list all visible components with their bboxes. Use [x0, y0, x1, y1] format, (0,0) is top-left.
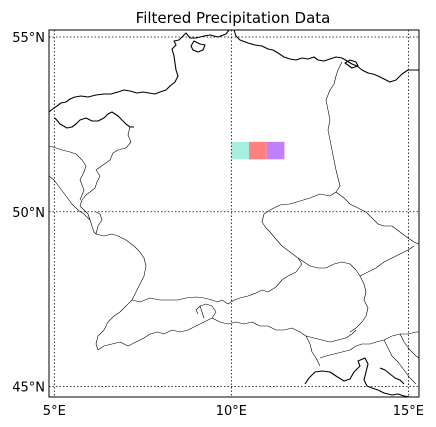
map-area: [48, 29, 420, 398]
lon-tick-label: 15°E: [393, 404, 424, 419]
austria-slovenia-border: [305, 329, 357, 343]
czech-slovakia-border: [359, 245, 415, 277]
croatia-hungary-border: [399, 333, 419, 359]
germany-poland-border: [325, 61, 343, 193]
precip-cell-2: [249, 141, 267, 160]
gridlines: [49, 30, 419, 397]
lat-tick-label: 55°N: [12, 31, 45, 46]
slovenia-croatia-border: [319, 331, 419, 359]
belgium-france-border: [49, 175, 91, 221]
austria-italy-border: [211, 317, 307, 337]
danish-islands-coastline: [190, 40, 206, 53]
baltic-coastline: [233, 30, 419, 83]
coastlines: [49, 30, 419, 397]
axis-tick-labels: 5°E 10°E 15°E 45°N 50°N 55°N: [12, 31, 424, 419]
lon-tick-label: 5°E: [43, 404, 66, 419]
germany-switzerland-border: [131, 296, 213, 303]
map-background: [49, 30, 419, 397]
lat-tick-label: 45°N: [12, 381, 45, 396]
lat-tick-label: 50°N: [12, 206, 45, 221]
germany-austria-border: [211, 257, 303, 305]
netherlands-belgium-border: [49, 145, 87, 201]
map-frame: [48, 29, 420, 398]
liechtenstein-border: [199, 305, 205, 319]
austria-slovakia-hungary-border: [349, 275, 369, 333]
germany-netherlands-border: [79, 126, 132, 207]
switzerland-italy-border: [97, 303, 217, 351]
istria-coastline: [379, 367, 405, 385]
adriatic-coastline: [304, 357, 411, 397]
austria-czech-border: [297, 257, 361, 277]
lon-tick-label: 10°E: [216, 404, 247, 419]
france-switzerland-border: [95, 299, 133, 351]
precip-cell-3: [266, 141, 285, 160]
luxembourg-border: [95, 211, 103, 235]
coastline-estuary: [54, 111, 134, 129]
rugen-coastline: [344, 59, 359, 69]
italy-slovenia-border: [305, 335, 321, 367]
chart-title: Filtered Precipitation Data: [136, 9, 331, 27]
north-sea-baltic-coastline: [49, 30, 230, 113]
germany-luxembourg-france-border: [95, 233, 147, 301]
croatia-interior-border: [383, 339, 417, 385]
precip-cell-1: [231, 141, 250, 160]
precipitation-cells: [231, 141, 285, 160]
